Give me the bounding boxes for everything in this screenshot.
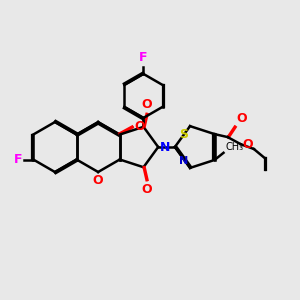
Text: O: O — [242, 138, 253, 151]
Text: O: O — [141, 183, 152, 196]
Text: O: O — [135, 120, 145, 133]
Text: S: S — [179, 128, 188, 141]
Text: O: O — [237, 112, 247, 125]
Text: F: F — [139, 51, 148, 64]
Text: F: F — [14, 153, 22, 166]
Text: N: N — [179, 156, 188, 166]
Text: O: O — [93, 174, 104, 187]
Text: CH₃: CH₃ — [225, 142, 243, 152]
Text: N: N — [160, 140, 170, 154]
Text: O: O — [141, 98, 152, 111]
